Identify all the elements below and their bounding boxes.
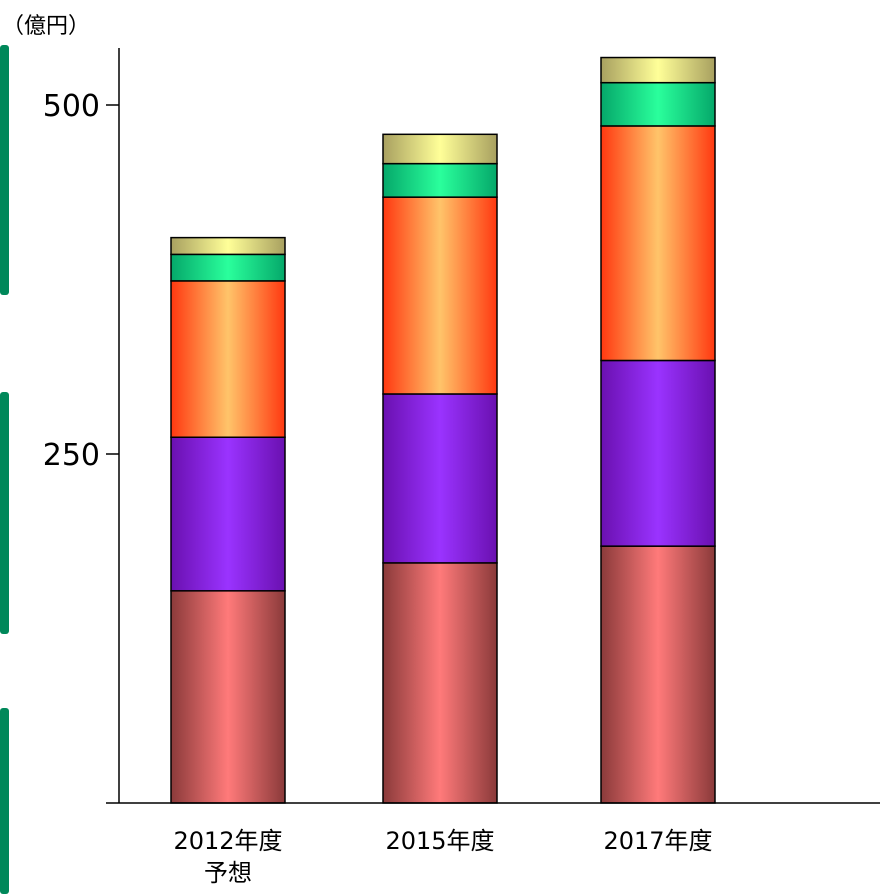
bar-segment bbox=[170, 436, 286, 592]
bar-segment bbox=[600, 56, 716, 84]
bar-segment bbox=[600, 125, 716, 362]
bar-segment bbox=[170, 280, 286, 438]
bar-segment bbox=[170, 590, 286, 804]
bar-segment bbox=[600, 81, 716, 127]
x-category-label: 予想 bbox=[204, 859, 252, 887]
bars-layer bbox=[170, 56, 716, 804]
bar-segment bbox=[170, 236, 286, 256]
side-bar-top bbox=[0, 45, 9, 295]
y-tick-label: 500 bbox=[43, 89, 100, 124]
side-bar-bottom bbox=[0, 708, 9, 894]
bar-segment bbox=[382, 196, 498, 395]
bar-segment bbox=[382, 133, 498, 165]
x-category-label: 2015年度 bbox=[385, 827, 494, 855]
bar-segment bbox=[600, 545, 716, 804]
bar-segment bbox=[382, 562, 498, 804]
y-tick-label: 250 bbox=[43, 438, 100, 473]
x-category-label: 2017年度 bbox=[603, 827, 712, 855]
bar-segment bbox=[382, 393, 498, 564]
bar-segment bbox=[170, 253, 286, 282]
bar-segment bbox=[600, 359, 716, 547]
side-bar-middle bbox=[0, 392, 9, 634]
x-category-label: 2012年度 bbox=[173, 827, 282, 855]
unit-label: （億円） bbox=[2, 14, 90, 39]
bar-segment bbox=[382, 162, 498, 198]
ticks-layer: 250 500 bbox=[43, 89, 119, 473]
